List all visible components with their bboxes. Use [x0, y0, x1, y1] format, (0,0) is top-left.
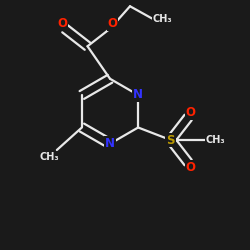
- Text: N: N: [105, 137, 115, 150]
- Text: CH₃: CH₃: [206, 135, 226, 145]
- Text: O: O: [108, 17, 118, 30]
- Text: S: S: [166, 134, 175, 146]
- Text: CH₃: CH₃: [40, 152, 59, 162]
- Text: O: O: [58, 17, 68, 30]
- Text: O: O: [186, 106, 196, 119]
- Text: CH₃: CH₃: [153, 14, 172, 24]
- Text: N: N: [133, 88, 143, 102]
- Text: O: O: [186, 161, 196, 174]
